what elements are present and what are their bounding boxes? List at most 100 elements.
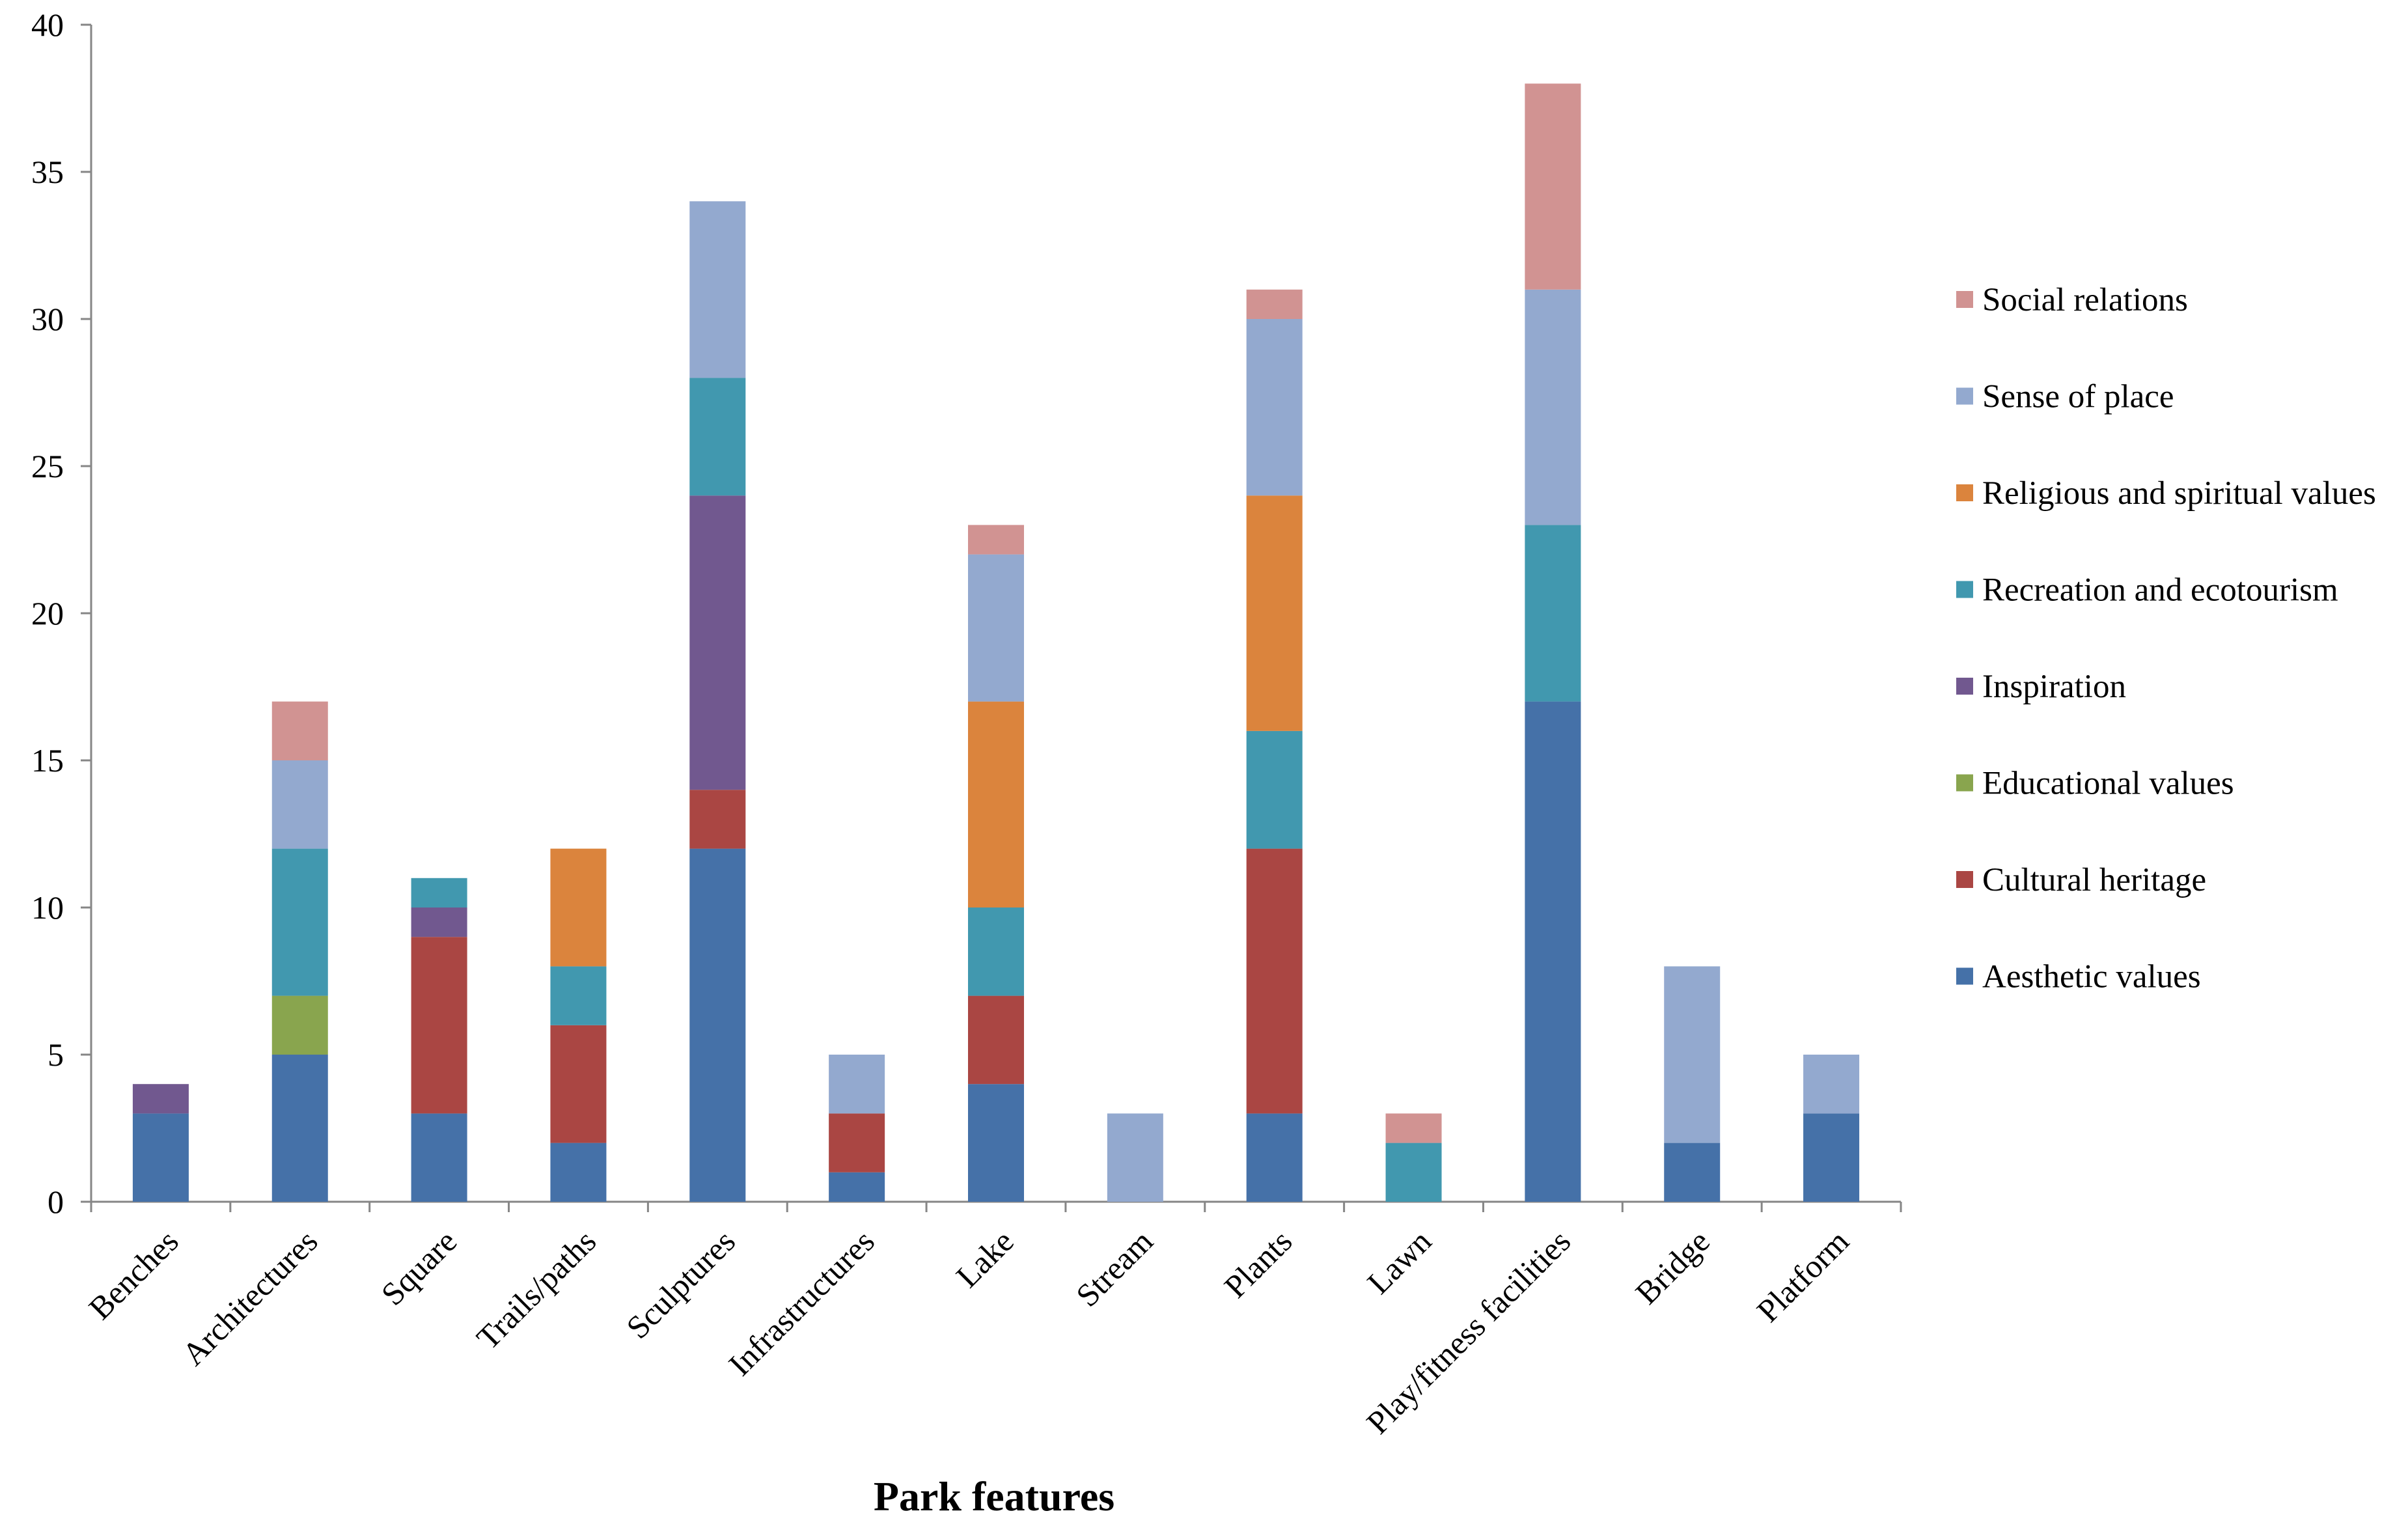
legend-label: Recreation and ecotourism — [1982, 572, 2338, 609]
x-tick-label-stream: Stream — [1069, 1223, 1160, 1314]
x-tick-label-sculptures: Sculptures — [619, 1223, 742, 1346]
bar-segment-platform-aesthetic-values — [1803, 1113, 1860, 1202]
legend-swatch — [1956, 387, 1973, 405]
x-axis-title: Park features — [874, 1473, 1114, 1519]
x-tick-label-architectures: Architectures — [175, 1223, 325, 1372]
y-tick-label: 20 — [31, 595, 64, 631]
bar-segment-play-fitness-facilities-social-relations — [1525, 83, 1581, 290]
y-tick-label: 35 — [31, 154, 64, 190]
legend-label: Social relations — [1982, 282, 2188, 318]
x-tick-label-lawn: Lawn — [1360, 1223, 1438, 1301]
legend-item-inspiration: Inspiration — [1956, 669, 2126, 705]
bar-segment-trails-paths-religious-and-spiritual-values — [550, 848, 607, 967]
bar-segment-square-inspiration — [411, 907, 467, 937]
bar-segment-plants-recreation-and-ecotourism — [1246, 730, 1303, 849]
legend-swatch — [1956, 678, 1973, 695]
legend-item-educational-values: Educational values — [1956, 766, 2234, 802]
legend-swatch — [1956, 774, 1973, 792]
y-tick-label: 0 — [48, 1184, 64, 1220]
bar-segment-square-recreation-and-ecotourism — [411, 878, 467, 907]
bar-segment-trails-paths-recreation-and-ecotourism — [550, 966, 607, 1025]
legend-label: Religious and spiritual values — [1982, 475, 2376, 512]
legend-swatch — [1956, 871, 1973, 888]
bar-segment-sculptures-inspiration — [689, 495, 746, 790]
y-tick-label: 40 — [31, 7, 64, 43]
legend-swatch — [1956, 484, 1973, 501]
bar-stack-lawn — [1385, 1113, 1442, 1202]
bar-segment-play-fitness-facilities-recreation-and-ecotourism — [1525, 525, 1581, 702]
x-tick-label-benches: Benches — [81, 1223, 185, 1326]
bar-segment-lake-cultural-heritage — [968, 995, 1024, 1085]
bar-segment-lawn-social-relations — [1385, 1113, 1442, 1143]
bar-segment-benches-inspiration — [132, 1084, 189, 1114]
bar-stack-infrastructures — [829, 1055, 885, 1202]
bar-stack-benches — [132, 1084, 189, 1202]
y-tick-label: 5 — [48, 1036, 64, 1073]
bar-segment-play-fitness-facilities-sense-of-place — [1525, 289, 1581, 525]
x-tick-label-bridge: Bridge — [1628, 1223, 1717, 1311]
legend-item-social-relations: Social relations — [1956, 282, 2188, 318]
bar-segment-architectures-educational-values — [271, 995, 328, 1055]
legend-item-aesthetic-values: Aesthetic values — [1956, 959, 2201, 995]
bar-segment-plants-religious-and-spiritual-values — [1246, 495, 1303, 731]
bar-segment-benches-aesthetic-values — [132, 1113, 189, 1202]
bar-segment-sculptures-aesthetic-values — [689, 848, 746, 1202]
bar-stack-trails-paths — [550, 848, 607, 1202]
x-tick-label-trails-paths: Trails/paths — [469, 1223, 603, 1356]
bar-stack-bridge — [1664, 966, 1721, 1202]
bar-segment-sculptures-recreation-and-ecotourism — [689, 378, 746, 496]
bar-segment-sculptures-sense-of-place — [689, 201, 746, 378]
bar-segment-architectures-recreation-and-ecotourism — [271, 848, 328, 996]
bar-segment-lake-social-relations — [968, 525, 1024, 555]
bar-segment-plants-cultural-heritage — [1246, 848, 1303, 1114]
bar-stack-sculptures — [689, 201, 746, 1202]
bar-segment-infrastructures-cultural-heritage — [829, 1113, 885, 1172]
bar-segment-play-fitness-facilities-aesthetic-values — [1525, 701, 1581, 1202]
bar-segment-platform-sense-of-place — [1803, 1055, 1860, 1114]
bar-segment-plants-social-relations — [1246, 289, 1303, 319]
x-tick-label-lake: Lake — [949, 1223, 1021, 1294]
bar-stack-lake — [968, 525, 1024, 1202]
legend: Social relations Sense of place Religious … — [1956, 282, 2376, 995]
legend-label: Aesthetic values — [1982, 959, 2201, 995]
legend-swatch — [1956, 291, 1973, 308]
bar-stack-platform — [1803, 1055, 1860, 1202]
bar-segment-lake-sense-of-place — [968, 554, 1024, 702]
legend-label: Inspiration — [1982, 669, 2126, 705]
bar-segment-lake-recreation-and-ecotourism — [968, 907, 1024, 996]
bar-segment-trails-paths-aesthetic-values — [550, 1143, 607, 1202]
y-tick-label: 25 — [31, 448, 64, 484]
bar-segment-square-aesthetic-values — [411, 1113, 467, 1202]
x-tick-label-platform: Platform — [1750, 1223, 1856, 1329]
bar-segment-lawn-recreation-and-ecotourism — [1385, 1143, 1442, 1202]
bar-segment-square-cultural-heritage — [411, 937, 467, 1114]
bar-stack-play-fitness-facilities — [1525, 83, 1581, 1202]
legend-label: Educational values — [1982, 766, 2234, 802]
legend-item-religious-and-spiritual-values: Religious and spiritual values — [1956, 475, 2376, 512]
legend-item-recreation-and-ecotourism: Recreation and ecotourism — [1956, 572, 2338, 609]
bar-segment-infrastructures-aesthetic-values — [829, 1172, 885, 1202]
legend-label: Sense of place — [1982, 379, 2174, 415]
bar-stack-plants — [1246, 289, 1303, 1202]
x-tick-label-square: Square — [374, 1223, 464, 1312]
legend-item-cultural-heritage: Cultural heritage — [1956, 862, 2206, 898]
y-axis: 0 5 10 15 20 25 30 35 40 — [31, 7, 92, 1220]
bar-segment-infrastructures-sense-of-place — [829, 1055, 885, 1114]
bar-segment-architectures-sense-of-place — [271, 760, 328, 849]
bar-stack-square — [411, 878, 467, 1202]
bar-segment-lake-religious-and-spiritual-values — [968, 701, 1024, 907]
legend-swatch — [1956, 967, 1973, 985]
bar-segment-sculptures-cultural-heritage — [689, 790, 746, 849]
bar-segment-architectures-social-relations — [271, 701, 328, 760]
legend-label: Cultural heritage — [1982, 862, 2206, 898]
bar-segment-trails-paths-cultural-heritage — [550, 1025, 607, 1143]
bars — [132, 83, 1860, 1202]
y-tick-label: 30 — [31, 301, 64, 337]
bar-segment-architectures-aesthetic-values — [271, 1055, 328, 1202]
bar-stack-architectures — [271, 701, 328, 1202]
bar-segment-stream-sense-of-place — [1107, 1113, 1163, 1202]
legend-item-sense-of-place: Sense of place — [1956, 379, 2174, 415]
x-tick-label-plants: Plants — [1217, 1223, 1299, 1305]
bar-segment-lake-aesthetic-values — [968, 1084, 1024, 1202]
